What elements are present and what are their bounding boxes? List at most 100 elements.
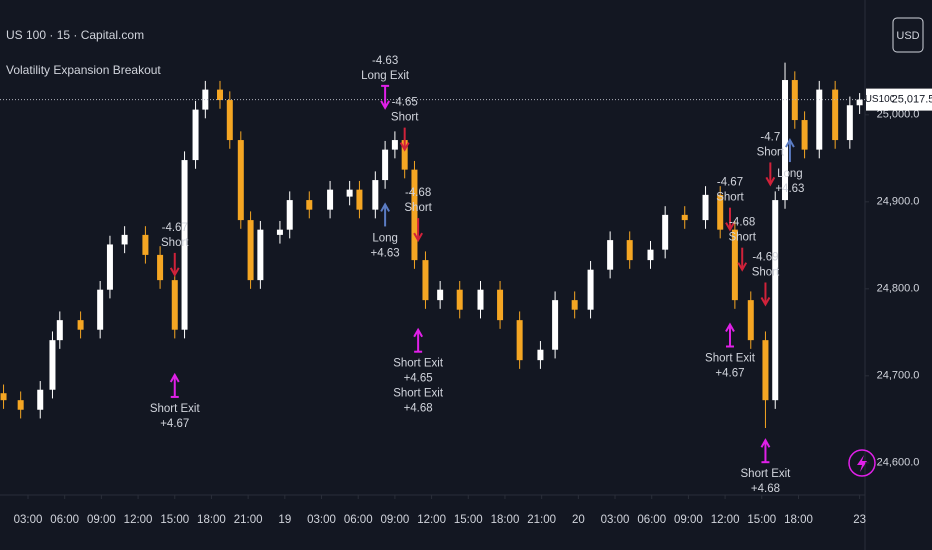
signal-label: Short xyxy=(391,112,419,124)
signal-label: Short xyxy=(757,146,785,158)
candle-body xyxy=(226,100,233,141)
candle-body xyxy=(97,289,104,330)
x-tick-label: 12:00 xyxy=(711,514,740,526)
candle-body xyxy=(647,249,654,261)
candle-body xyxy=(801,120,808,150)
candle-body xyxy=(17,400,24,410)
candle-body xyxy=(422,260,429,301)
candle-body xyxy=(106,244,113,290)
x-tick-label: 03:00 xyxy=(14,514,43,526)
signal-label: Long xyxy=(372,232,398,244)
candle-body xyxy=(477,289,484,310)
candle-body xyxy=(731,229,738,301)
candle-body xyxy=(552,300,559,350)
x-tick-label: 12:00 xyxy=(417,514,446,526)
x-tick-label: 18:00 xyxy=(197,514,226,526)
x-tick-label: 06:00 xyxy=(50,514,79,526)
y-tick-label: 24,900.0 xyxy=(877,196,920,208)
x-tick-label: 18:00 xyxy=(491,514,520,526)
signal-arrowhead xyxy=(760,296,771,307)
candle-body xyxy=(537,349,544,361)
signal-arrowhead xyxy=(785,138,795,148)
candle-body xyxy=(856,99,863,106)
signal-label: Short Exit xyxy=(741,468,792,480)
candle-body xyxy=(56,320,63,341)
candle-body xyxy=(181,160,188,330)
x-tick-label: 19 xyxy=(278,514,291,526)
candle-body xyxy=(0,393,7,401)
signal-label: +4.65 xyxy=(404,373,433,385)
signal-label: -4.63 xyxy=(372,55,398,67)
x-tick-label: 09:00 xyxy=(87,514,116,526)
candle-body xyxy=(411,169,418,261)
y-tick-label: 24,600.0 xyxy=(877,457,920,469)
candle-body xyxy=(571,300,578,310)
candle-body xyxy=(846,105,853,141)
candle-body xyxy=(49,340,56,390)
currency-button[interactable] xyxy=(892,17,924,53)
x-tick-label: 09:00 xyxy=(674,514,703,526)
signal-arrowhead xyxy=(169,372,180,383)
symbol-label: US100 xyxy=(865,94,896,105)
signal-label: Long xyxy=(777,168,803,180)
candle-body xyxy=(286,200,293,230)
candle-body xyxy=(276,229,283,235)
signal-label: -4.68 xyxy=(405,187,431,199)
signal-label: +4.63 xyxy=(775,183,804,195)
candle-body xyxy=(382,149,389,181)
signal-label: -4.69 xyxy=(752,252,778,264)
x-tick-label: 06:00 xyxy=(637,514,666,526)
candle-body xyxy=(587,269,594,310)
signal-label: Short Exit xyxy=(705,353,756,365)
candle-body xyxy=(217,89,224,101)
alert-icon[interactable] xyxy=(848,449,876,477)
candle-body xyxy=(157,254,164,281)
candle-body xyxy=(762,340,769,401)
candle-body xyxy=(37,389,44,410)
signal-arrowhead xyxy=(380,202,390,212)
signal-arrowhead xyxy=(760,438,771,448)
candle-body xyxy=(237,140,244,221)
signal-label: -4.67 xyxy=(717,177,743,189)
y-tick-label: 24,800.0 xyxy=(877,283,920,295)
symbol-tag xyxy=(866,88,894,111)
candle-body xyxy=(247,220,254,281)
candle-body xyxy=(497,289,504,321)
signal-label: +4.63 xyxy=(371,247,400,259)
candle-body xyxy=(607,240,614,270)
currency-label[interactable]: USD xyxy=(896,30,919,42)
candle-body xyxy=(401,140,408,170)
indicator-name: Volatility Expansion Breakout xyxy=(6,63,161,77)
signal-arrowhead xyxy=(725,322,735,332)
x-tick-label: 06:00 xyxy=(344,514,373,526)
candle-body xyxy=(791,80,798,121)
signal-arrowhead xyxy=(169,267,180,277)
x-tick-label: 23 xyxy=(853,514,866,526)
signal-label: -4.7 xyxy=(760,131,780,143)
price-tag xyxy=(894,88,932,111)
candle-body xyxy=(681,214,688,221)
candle-body xyxy=(142,234,149,255)
price-label: 25,017.5 xyxy=(892,94,932,106)
x-tick-label: 15:00 xyxy=(454,514,483,526)
candle-body xyxy=(327,189,334,210)
signal-label: Long Exit xyxy=(361,70,410,82)
x-tick-label: 03:00 xyxy=(601,514,630,526)
candle-body xyxy=(346,189,353,197)
y-tick-label: 25,000.0 xyxy=(877,109,920,121)
signal-label: +4.68 xyxy=(751,483,780,495)
signal-arrowhead xyxy=(399,142,410,152)
candle-body xyxy=(202,89,209,110)
candle-body xyxy=(257,229,264,281)
x-tick-label: 03:00 xyxy=(307,514,336,526)
candle-body xyxy=(456,289,463,310)
signal-label: +4.68 xyxy=(404,403,433,415)
signal-label: +4.67 xyxy=(715,368,744,380)
x-tick-label: 18:00 xyxy=(784,514,813,526)
signal-label: Short Exit xyxy=(393,388,444,400)
signal-arrowhead xyxy=(737,262,748,272)
signal-arrowhead xyxy=(413,327,423,338)
signal-arrowhead xyxy=(413,232,423,243)
